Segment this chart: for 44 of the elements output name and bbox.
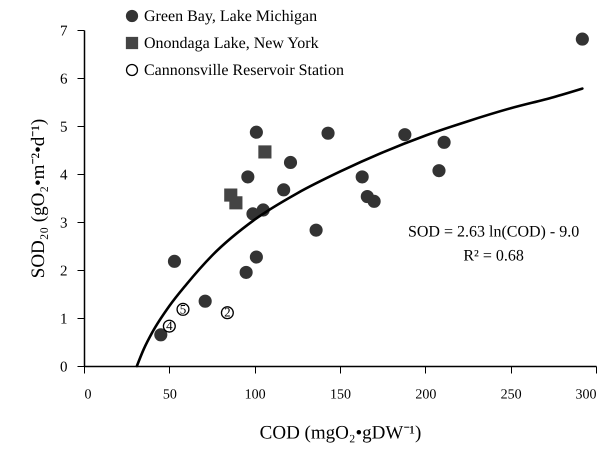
point xyxy=(250,126,263,139)
x-tick-label: 0 xyxy=(84,388,92,402)
point xyxy=(229,196,242,210)
y-tick-label: 3 xyxy=(60,216,68,232)
point xyxy=(310,224,323,237)
point xyxy=(240,266,253,279)
point xyxy=(241,170,254,184)
legend-label: Green Bay, Lake Michigan xyxy=(144,8,318,25)
x-axis-title: COD (mgO₂•gDW⁻¹) xyxy=(260,422,422,444)
point xyxy=(258,145,272,158)
x-tick-label: 300 xyxy=(576,388,596,402)
point xyxy=(368,194,381,208)
y-tick-label: 0 xyxy=(60,360,68,376)
point xyxy=(168,254,182,268)
y-tick-label: 1 xyxy=(60,312,68,328)
x-tick-label: 100 xyxy=(244,388,266,402)
y-tick-label: 7 xyxy=(60,24,68,40)
point xyxy=(198,294,212,308)
point xyxy=(432,164,446,178)
annotation: 4 xyxy=(166,318,174,334)
point xyxy=(250,250,263,264)
annotation: R² = 0.68 xyxy=(463,248,524,265)
annotation: 2 xyxy=(224,304,231,320)
point xyxy=(321,126,335,140)
point xyxy=(284,156,298,170)
y-tick-label: 2 xyxy=(60,264,68,280)
y-tick-label: 4 xyxy=(60,168,68,184)
x-tick-label: 150 xyxy=(330,388,351,402)
y-tick-label: 6 xyxy=(60,72,68,88)
legend-label: Onondaga Lake, New York xyxy=(144,35,319,52)
y-axis-title: SOD₂₀ (gO₂•m⁻²•d⁻¹) xyxy=(28,118,49,278)
point xyxy=(277,183,290,196)
point xyxy=(576,32,589,46)
point xyxy=(438,136,451,149)
x-tick-label: 200 xyxy=(415,388,436,402)
point xyxy=(356,170,369,184)
point xyxy=(398,128,412,142)
annotation: SOD = 2.63 ln(COD) - 9.0 xyxy=(408,224,580,241)
legend-label: Cannonsville Reservoir Station xyxy=(144,62,344,79)
x-tick-label: 50 xyxy=(162,388,177,402)
x-tick-label: 250 xyxy=(500,388,522,402)
annotation: 5 xyxy=(180,301,186,316)
point xyxy=(154,328,168,342)
y-tick-label: 5 xyxy=(60,120,68,136)
